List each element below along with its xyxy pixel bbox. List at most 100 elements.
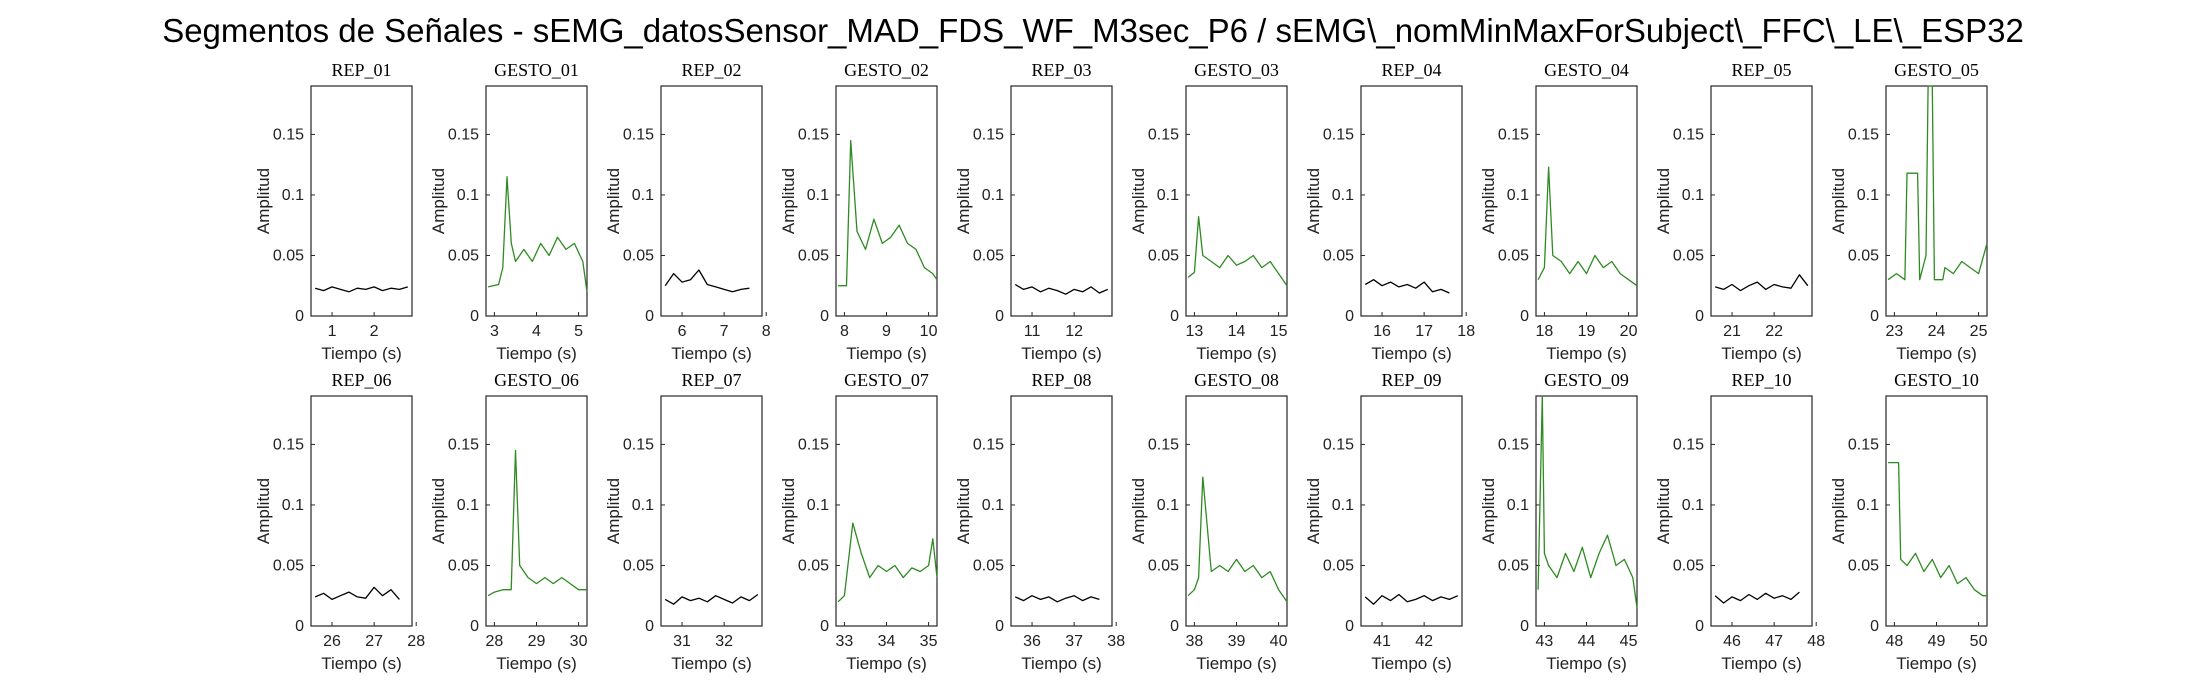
y-axis-label: Amplitud xyxy=(604,168,623,234)
subplot: GESTO_03 0 0.05 0.1 0.15 13 14 15 Tiempo (s) Ampl… xyxy=(1129,60,1288,363)
rep-signal-line xyxy=(315,286,408,293)
axes-box xyxy=(1535,395,1638,627)
rep-signal-line xyxy=(1715,274,1809,292)
x-tick-label: 13 xyxy=(1186,323,1204,340)
x-tick-label: 18 xyxy=(1536,323,1554,340)
rep-signal-line xyxy=(1714,591,1800,604)
axes-box xyxy=(310,395,413,627)
y-tick-label: 0.05 xyxy=(1323,247,1354,264)
y-tick-label: 0 xyxy=(1170,618,1179,635)
y-axis-label: Amplitud xyxy=(1304,478,1323,544)
y-tick-label: 0.15 xyxy=(1848,126,1879,143)
y-tick-label: 0.05 xyxy=(1148,247,1179,264)
x-tick-label: 4 xyxy=(532,323,541,340)
gesto-signal-line xyxy=(1537,166,1638,287)
y-tick-label: 0.05 xyxy=(1498,247,1529,264)
subplot: REP_07 0 0.05 0.1 0.15 31 32 Tiempo (s) Amplitud xyxy=(604,370,763,673)
gesto-signal-line xyxy=(1187,216,1288,287)
x-tick-label: 25 xyxy=(1970,323,1988,340)
subplot-title: REP_10 xyxy=(1731,370,1791,390)
y-tick-label: 0 xyxy=(470,618,479,635)
y-tick-label: 0 xyxy=(1170,308,1179,325)
subplot-title: GESTO_08 xyxy=(1194,370,1279,390)
y-tick-label: 0.05 xyxy=(273,247,304,264)
y-axis-label: Amplitud xyxy=(1829,478,1848,544)
x-tick-label: 44 xyxy=(1578,633,1596,650)
y-tick-label: 0 xyxy=(470,308,479,325)
x-axis-label: Tiempo (s) xyxy=(1546,654,1627,673)
subplot: GESTO_06 0 0.05 0.1 0.15 28 29 30 Tiempo (s) Ampl… xyxy=(429,370,588,673)
y-tick-label: 0 xyxy=(820,618,829,635)
x-tick-label: 8 xyxy=(762,323,771,340)
y-tick-label: 0.1 xyxy=(807,187,829,204)
y-tick-label: 0 xyxy=(1345,308,1354,325)
y-tick-label: 0.15 xyxy=(623,436,654,453)
rep-signal-line xyxy=(1364,593,1459,605)
gesto-signal-line xyxy=(487,176,588,292)
x-tick-label: 3 xyxy=(490,323,499,340)
y-axis-label: Amplitud xyxy=(254,168,273,234)
gesto-signal-line xyxy=(1187,476,1288,603)
x-tick-label: 23 xyxy=(1886,323,1904,340)
x-tick-label: 45 xyxy=(1620,633,1638,650)
axes-box xyxy=(1535,85,1638,317)
y-tick-label: 0.15 xyxy=(448,126,479,143)
y-tick-label: 0.05 xyxy=(1323,557,1354,574)
y-tick-label: 0.05 xyxy=(798,557,829,574)
x-axis-label: Tiempo (s) xyxy=(1021,344,1102,363)
x-tick-label: 49 xyxy=(1928,633,1946,650)
y-tick-label: 0.15 xyxy=(1498,436,1529,453)
x-tick-label: 10 xyxy=(920,323,938,340)
y-tick-label: 0.05 xyxy=(273,557,304,574)
x-tick-label: 38 xyxy=(1107,633,1125,650)
subplot: GESTO_08 0 0.05 0.1 0.15 38 39 40 Tiempo (s) Ampl… xyxy=(1129,370,1288,673)
subplot: GESTO_04 0 0.05 0.1 0.15 18 19 20 Tiempo (s) Ampl… xyxy=(1479,60,1638,363)
axes-box xyxy=(835,85,938,317)
x-tick-label: 2 xyxy=(370,323,379,340)
y-tick-label: 0.1 xyxy=(1332,497,1354,514)
x-tick-label: 43 xyxy=(1536,633,1554,650)
axes-box xyxy=(1710,85,1813,317)
x-tick-label: 7 xyxy=(720,323,729,340)
y-tick-label: 0.15 xyxy=(1848,436,1879,453)
y-tick-label: 0.05 xyxy=(973,247,1004,264)
x-tick-label: 31 xyxy=(673,633,691,650)
subplot: REP_02 0 0.05 0.1 0.15 6 7 8 Tiempo (s) Amplitud xyxy=(604,60,771,363)
y-tick-label: 0 xyxy=(1695,308,1704,325)
y-tick-label: 0.15 xyxy=(1498,126,1529,143)
subplot-title: REP_09 xyxy=(1381,370,1441,390)
subplot-title: REP_06 xyxy=(331,370,391,390)
x-tick-label: 20 xyxy=(1620,323,1638,340)
y-tick-label: 0.1 xyxy=(1857,497,1879,514)
figure-title: Segmentos de Señales - sEMG_datosSensor_… xyxy=(162,12,2024,49)
x-axis-label: Tiempo (s) xyxy=(1896,344,1977,363)
x-tick-label: 47 xyxy=(1765,633,1783,650)
subplot-title: GESTO_06 xyxy=(494,370,579,390)
y-tick-label: 0.1 xyxy=(282,497,304,514)
subplot-title: GESTO_09 xyxy=(1544,370,1629,390)
axes-box xyxy=(1010,395,1113,627)
x-tick-label: 33 xyxy=(836,633,854,650)
x-axis-label: Tiempo (s) xyxy=(1721,654,1802,673)
x-tick-label: 8 xyxy=(840,323,849,340)
subplot: REP_05 0 0.05 0.1 0.15 21 22 Tiempo (s) Amplitud xyxy=(1654,60,1813,363)
subplot: GESTO_07 0 0.05 0.1 0.15 33 34 35 Tiempo (s) Ampl… xyxy=(779,370,938,673)
y-axis-label: Amplitud xyxy=(1304,168,1323,234)
x-tick-label: 30 xyxy=(570,633,588,650)
y-tick-label: 0.15 xyxy=(798,126,829,143)
x-tick-label: 37 xyxy=(1065,633,1083,650)
x-axis-label: Tiempo (s) xyxy=(846,654,927,673)
y-tick-label: 0.15 xyxy=(1148,126,1179,143)
axes-box xyxy=(1885,395,1988,627)
y-axis-label: Amplitud xyxy=(1654,478,1673,544)
y-tick-label: 0.15 xyxy=(273,436,304,453)
y-tick-label: 0 xyxy=(645,308,654,325)
x-tick-label: 40 xyxy=(1270,633,1288,650)
x-tick-label: 39 xyxy=(1228,633,1246,650)
subplot-title: REP_08 xyxy=(1031,370,1091,390)
x-tick-label: 18 xyxy=(1457,323,1475,340)
axes-box xyxy=(1710,395,1813,627)
y-tick-label: 0 xyxy=(820,308,829,325)
y-tick-label: 0.1 xyxy=(1507,497,1529,514)
